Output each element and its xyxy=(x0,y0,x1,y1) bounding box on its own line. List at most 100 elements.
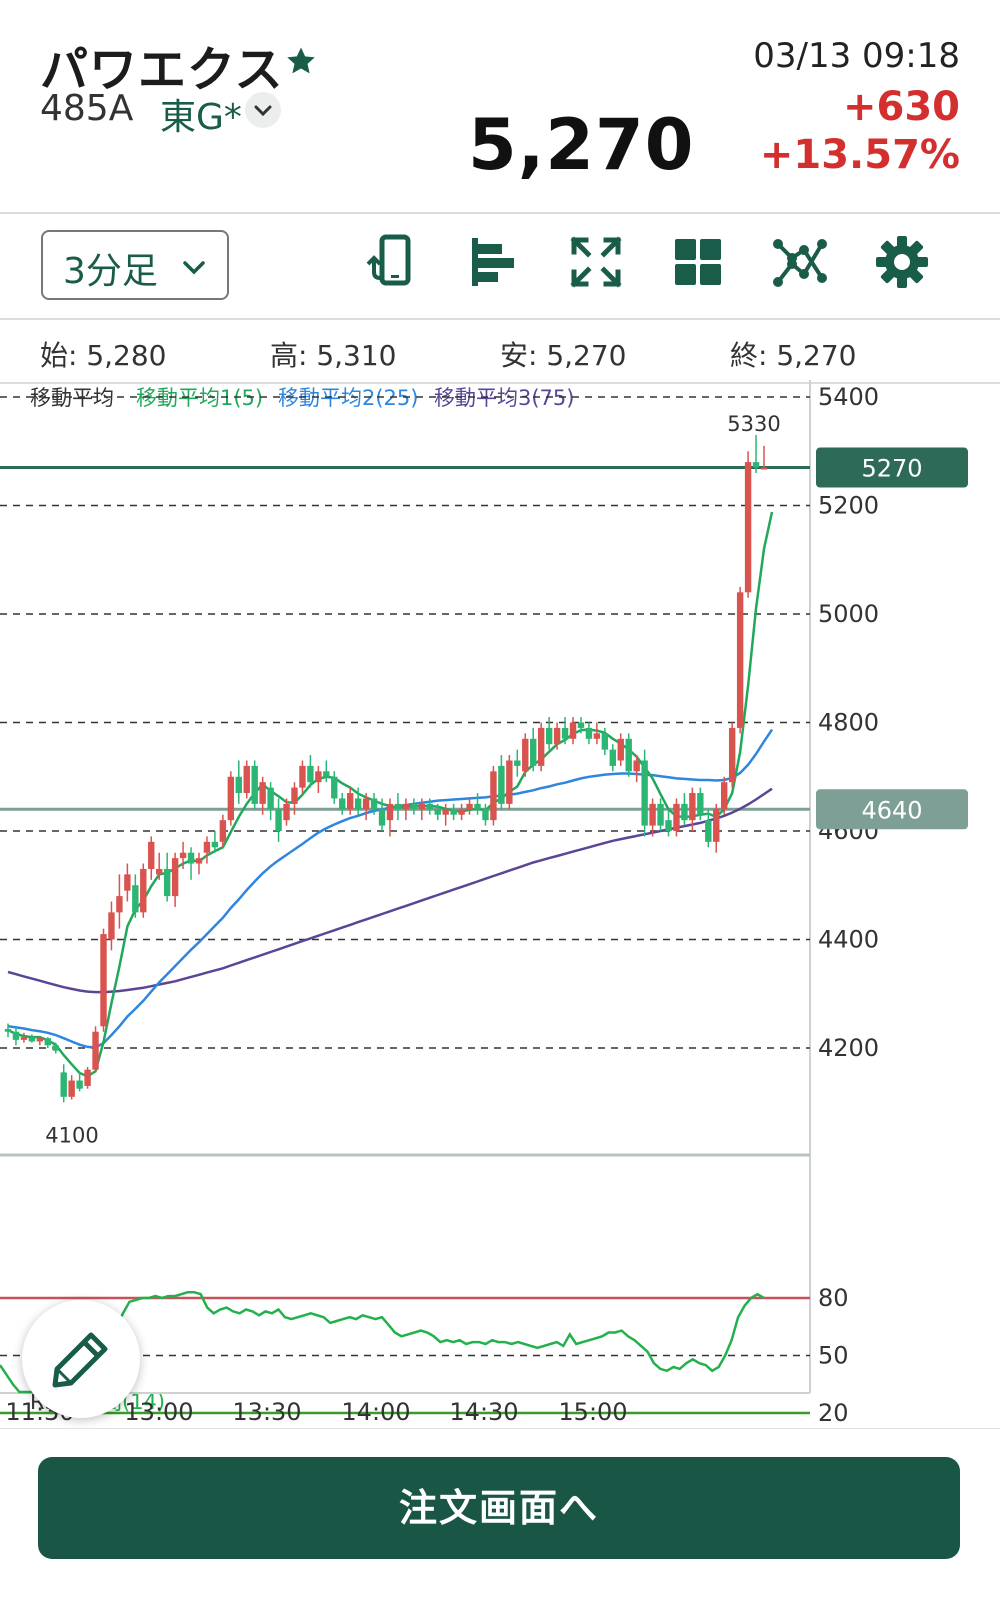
candle-body xyxy=(545,727,553,745)
market-label[interactable]: 東G* xyxy=(160,97,242,138)
grid-layout-icon[interactable] xyxy=(670,234,726,290)
y-tick-label: 4400 xyxy=(818,926,879,954)
candle-body xyxy=(20,1037,28,1040)
ma2-line xyxy=(7,728,774,1049)
period-label: 3分足 xyxy=(63,251,158,292)
candle-body xyxy=(466,803,473,810)
price-change-percent: +13.57% xyxy=(759,132,960,178)
current-price: 5,270 xyxy=(468,104,695,186)
candle-body xyxy=(474,803,481,810)
candle-body xyxy=(299,765,306,788)
candle-body xyxy=(92,1031,99,1070)
price-marker-label: 4640 xyxy=(861,796,922,824)
candle-body xyxy=(442,809,449,815)
gear-icon[interactable] xyxy=(874,234,930,290)
close-value: 終: 5,270 xyxy=(730,339,857,372)
candle-body xyxy=(283,803,290,821)
candle-body xyxy=(211,841,219,848)
candle-body xyxy=(394,803,402,810)
price-marker-label: 5270 xyxy=(861,455,922,483)
rsi-line xyxy=(0,1290,765,1394)
candle-body xyxy=(426,803,433,810)
candle-body xyxy=(163,868,171,897)
candle-body xyxy=(44,1038,51,1046)
candle-body xyxy=(713,809,720,842)
candle-body xyxy=(386,803,394,821)
candle-body xyxy=(243,765,250,794)
candle-body xyxy=(537,727,545,766)
candle-body xyxy=(68,1080,75,1097)
indicator-icon[interactable] xyxy=(772,234,828,290)
candle-body xyxy=(633,760,640,772)
candle-body xyxy=(315,771,322,783)
open-value: 始: 5,280 xyxy=(40,339,167,372)
align-bars-icon[interactable] xyxy=(466,234,522,290)
candle-body xyxy=(673,803,680,831)
candle-body xyxy=(657,803,664,826)
candle-body xyxy=(418,803,426,810)
candle-body xyxy=(665,820,672,831)
candle-body xyxy=(116,896,123,913)
candle-body xyxy=(140,868,147,913)
ohlc-bar: 始: 5,280 高: 5,310 安: 5,270 終: 5,270 xyxy=(0,320,1000,384)
candle-body xyxy=(585,727,593,739)
ma-legend-title: 移動平均 xyxy=(30,386,114,410)
candle-body xyxy=(641,760,648,826)
candle-body xyxy=(760,467,768,470)
candle-body xyxy=(331,776,338,799)
fullscreen-icon[interactable] xyxy=(568,234,624,290)
price-marker-tag xyxy=(816,447,968,488)
candle-body xyxy=(36,1038,44,1042)
pencil-icon xyxy=(52,1332,108,1388)
stock-code: 485A xyxy=(40,88,134,129)
chevron-down-icon xyxy=(183,261,205,275)
candle-body xyxy=(235,776,242,794)
candle-body xyxy=(490,771,497,821)
ma2-legend: 移動平均2(25) xyxy=(278,386,418,410)
candle-body xyxy=(307,765,314,783)
candle-body xyxy=(601,733,609,750)
order-screen-button[interactable]: 注文画面へ xyxy=(38,1457,960,1559)
candle-body xyxy=(569,722,577,739)
x-tick-label: 15:00 xyxy=(558,1398,627,1426)
favorite-star-icon[interactable] xyxy=(284,44,318,78)
period-selector[interactable]: 3分足 xyxy=(41,230,229,300)
candle-body xyxy=(227,776,235,821)
candle-body xyxy=(530,738,537,766)
candle-body xyxy=(649,803,656,826)
rsi-tick-label: 20 xyxy=(818,1399,849,1427)
draw-tool-button[interactable] xyxy=(22,1300,140,1418)
rsi-tick-label: 50 xyxy=(818,1342,849,1370)
y-tick-label: 4800 xyxy=(818,709,879,737)
candle-body xyxy=(362,798,370,810)
candle-body xyxy=(4,1029,12,1032)
candle-body xyxy=(625,738,632,772)
candle-body xyxy=(275,809,282,831)
candle-body xyxy=(697,793,704,815)
y-tick-label: 5200 xyxy=(818,492,879,520)
ma1-legend: 移動平均1(5) xyxy=(136,386,263,410)
candle-body xyxy=(251,765,258,804)
chevron-down-icon xyxy=(254,105,272,117)
candle-body xyxy=(108,912,115,940)
stock-header: パワエクス 485A 東G* 5,270 03/13 09:18 +630 +1… xyxy=(0,0,1000,214)
y-tick-label: 5000 xyxy=(818,600,879,628)
candle-body xyxy=(434,809,441,815)
candle-body xyxy=(219,820,227,842)
candle-body xyxy=(156,868,163,875)
candle-body xyxy=(52,1045,59,1051)
candle-body xyxy=(721,782,728,810)
candle-body xyxy=(346,793,354,810)
x-tick-label: 13:00 xyxy=(124,1398,193,1426)
market-dropdown-button[interactable] xyxy=(245,92,281,128)
candles-group xyxy=(4,434,768,1103)
candle-body xyxy=(28,1037,36,1042)
price-change: +630 xyxy=(842,84,960,130)
rotate-device-icon[interactable] xyxy=(364,234,420,290)
candle-body xyxy=(148,841,155,869)
candle-body xyxy=(458,809,465,815)
candle-body xyxy=(195,858,203,864)
candle-body xyxy=(203,841,211,853)
candle-body xyxy=(450,809,457,815)
price-chart[interactable]: 移動平均 移動平均1(5) 移動平均2(25) 移動平均3(75) RSI 期間… xyxy=(0,380,1000,1428)
